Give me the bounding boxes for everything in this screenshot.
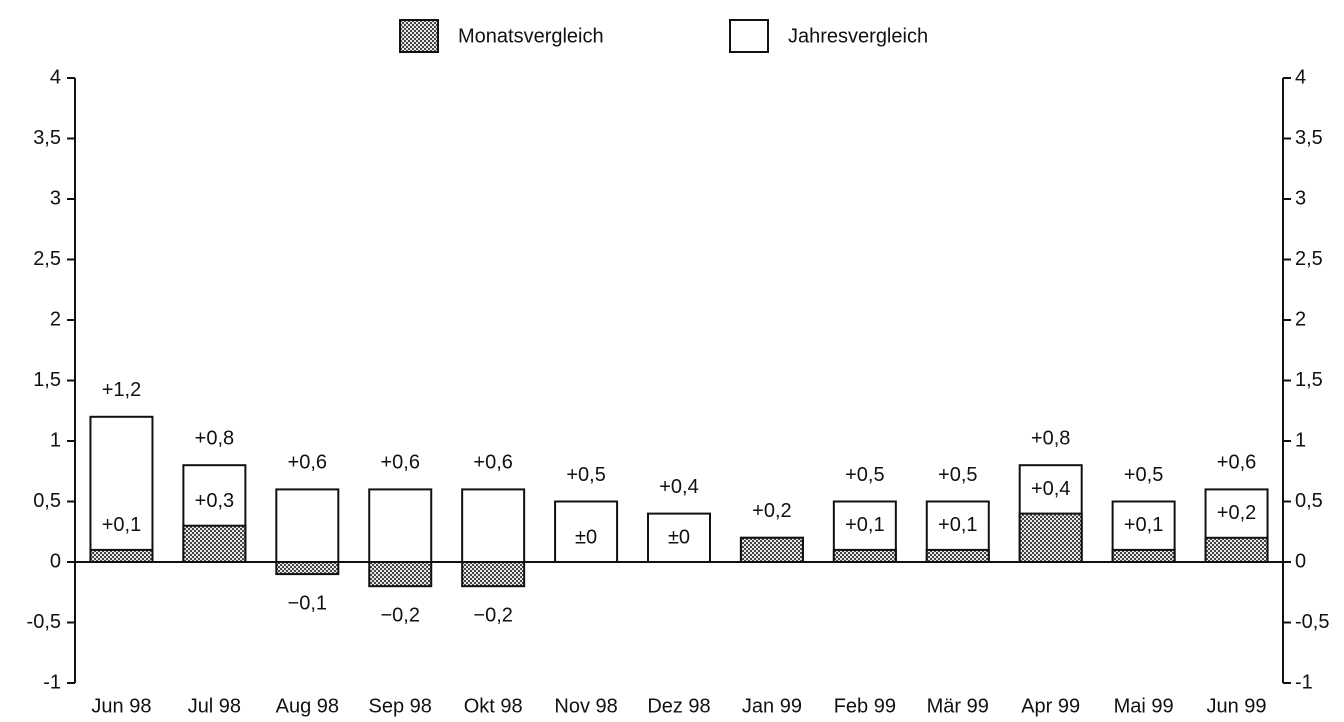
y-tick-label: -1: [43, 671, 61, 693]
x-tick-label: Aug 98: [276, 695, 339, 717]
value-label: ±0: [668, 526, 690, 548]
y-tick-label: 3,5: [33, 127, 61, 149]
legend-label: Jahresvergleich: [788, 25, 928, 47]
bar: [275, 488, 340, 563]
bar: [89, 548, 154, 564]
bar: [739, 536, 804, 563]
x-tick-label: Apr 99: [1021, 695, 1080, 717]
value-label: +0,6: [1217, 452, 1256, 474]
value-label: −0,2: [380, 604, 419, 626]
value-label: +0,2: [752, 500, 791, 522]
value-label: +0,2: [1217, 502, 1256, 524]
x-tick-label: Jun 99: [1207, 695, 1267, 717]
bar: [925, 548, 990, 564]
bar: [647, 512, 711, 563]
y2-tick-label: 4: [1295, 66, 1306, 88]
y-tick-label: 0,5: [33, 490, 61, 512]
bar: [1204, 536, 1269, 563]
y2-tick-label: -1: [1295, 671, 1313, 693]
value-label: +0,3: [195, 490, 234, 512]
bar: [554, 500, 619, 563]
y2-tick-label: -0,5: [1295, 611, 1329, 633]
value-label: +0,4: [659, 476, 698, 498]
bar: [1111, 548, 1176, 564]
y-tick-label: 2,5: [33, 248, 61, 270]
bar: [368, 488, 433, 563]
y-tick-label: 0: [50, 550, 61, 572]
legend-swatch: [729, 19, 769, 53]
bar: [1018, 512, 1083, 563]
value-label: ±0: [575, 526, 597, 548]
bar: [461, 561, 526, 588]
y2-tick-label: 0: [1295, 550, 1306, 572]
value-label: +0,6: [380, 452, 419, 474]
value-label: −0,2: [473, 604, 512, 626]
legend-swatch: [399, 19, 439, 53]
y2-tick-label: 3,5: [1295, 127, 1323, 149]
x-tick-label: Feb 99: [834, 695, 896, 717]
bar: [275, 561, 340, 576]
x-tick-label: Jan 99: [742, 695, 802, 717]
y2-tick-label: 3: [1295, 187, 1306, 209]
y-tick-label: 1,5: [33, 369, 61, 391]
x-tick-label: Nov 98: [554, 695, 617, 717]
x-tick-label: Okt 98: [464, 695, 523, 717]
value-label: +0,6: [473, 452, 512, 474]
bar: [461, 488, 526, 563]
x-tick-label: Jun 98: [91, 695, 151, 717]
y-tick-label: 1: [50, 429, 61, 451]
x-tick-label: Mai 99: [1114, 695, 1174, 717]
y2-tick-label: 1,5: [1295, 369, 1323, 391]
legend-label: Monatsvergleich: [458, 25, 604, 47]
y2-tick-label: 2,5: [1295, 248, 1323, 270]
bar: [182, 524, 247, 564]
value-label: +0,1: [938, 514, 977, 536]
value-label: +0,4: [1031, 478, 1070, 500]
value-label: +0,6: [288, 452, 327, 474]
value-label: +0,5: [566, 464, 605, 486]
value-label: +0,5: [845, 464, 884, 486]
y-tick-label: 3: [50, 187, 61, 209]
x-tick-label: Sep 98: [369, 695, 432, 717]
value-label: +0,5: [1124, 464, 1163, 486]
value-label: +0,1: [1124, 514, 1163, 536]
y2-tick-label: 0,5: [1295, 490, 1323, 512]
y-tick-label: 2: [50, 308, 61, 330]
y2-tick-label: 1: [1295, 429, 1306, 451]
y-tick-label: -0,5: [27, 611, 61, 633]
value-label: +1,2: [102, 379, 141, 401]
y-tick-label: 4: [50, 66, 61, 88]
y2-tick-label: 2: [1295, 308, 1306, 330]
x-tick-label: Dez 98: [647, 695, 710, 717]
x-tick-label: Mär 99: [927, 695, 989, 717]
x-tick-label: Jul 98: [188, 695, 241, 717]
value-label: +0,1: [845, 514, 884, 536]
value-label: +0,8: [1031, 427, 1070, 449]
value-label: −0,1: [288, 592, 327, 614]
value-label: +0,8: [195, 427, 234, 449]
value-label: +0,5: [938, 464, 977, 486]
value-label: +0,1: [102, 514, 141, 536]
bar: [832, 548, 897, 564]
bar: [368, 561, 433, 588]
bar: [89, 415, 154, 563]
